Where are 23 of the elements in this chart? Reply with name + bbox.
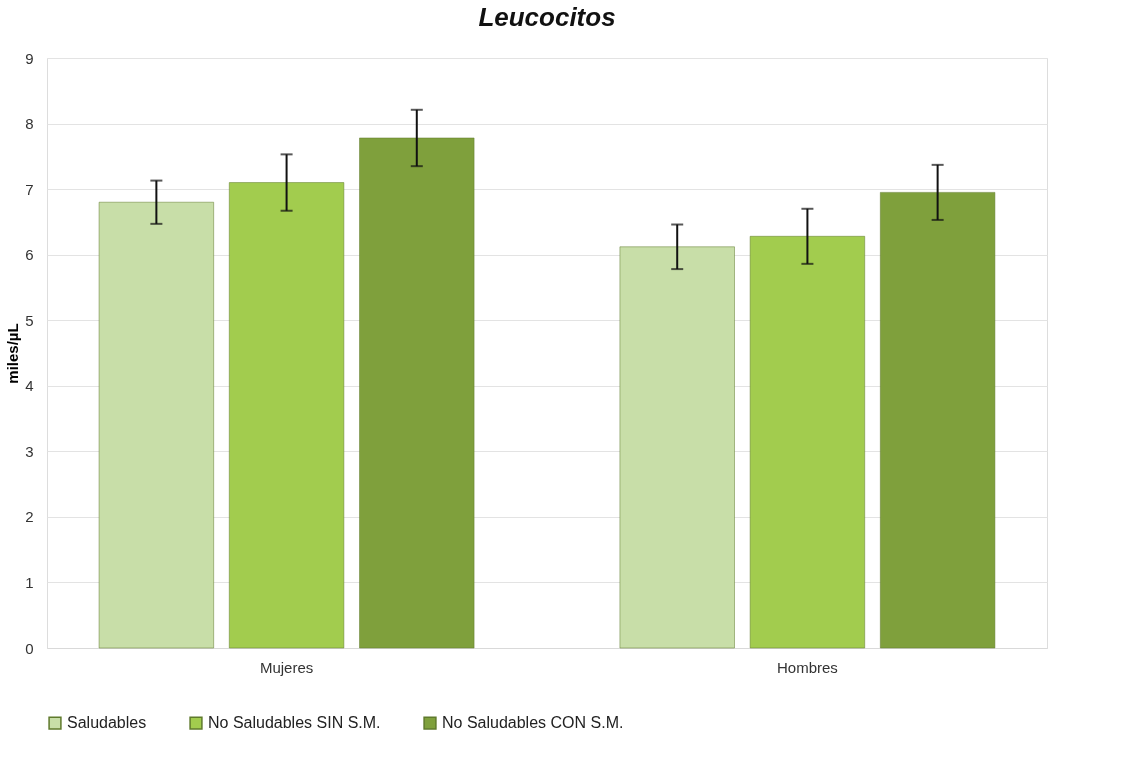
bar xyxy=(98,201,215,649)
y-tick-label: 3 xyxy=(25,442,34,460)
bar xyxy=(879,191,996,649)
bar xyxy=(619,246,735,649)
y-tick-label: 5 xyxy=(25,311,34,329)
y-tick-label: 6 xyxy=(25,246,34,264)
y-tick-label: 1 xyxy=(25,573,34,591)
y-tick-label: 9 xyxy=(25,49,34,67)
x-tick-label: Mujeres xyxy=(259,658,314,676)
bar xyxy=(359,137,475,649)
bar xyxy=(228,182,345,649)
y-tick-label: 4 xyxy=(25,377,34,395)
x-tick-label: Hombres xyxy=(776,658,838,676)
y-tick-label: 0 xyxy=(25,639,34,657)
chart-title: Leucocitos xyxy=(478,2,616,32)
legend-label: Saludables xyxy=(67,714,147,732)
y-tick-label: 8 xyxy=(25,115,34,133)
y-tick-label: 7 xyxy=(25,180,34,198)
legend-label: No Saludables SIN S.M. xyxy=(208,714,381,732)
legend-label: No Saludables CON S.M. xyxy=(442,714,624,732)
y-tick-label: 2 xyxy=(25,508,34,526)
bar xyxy=(749,235,866,649)
y-axis-title: miles/µL xyxy=(4,323,22,384)
